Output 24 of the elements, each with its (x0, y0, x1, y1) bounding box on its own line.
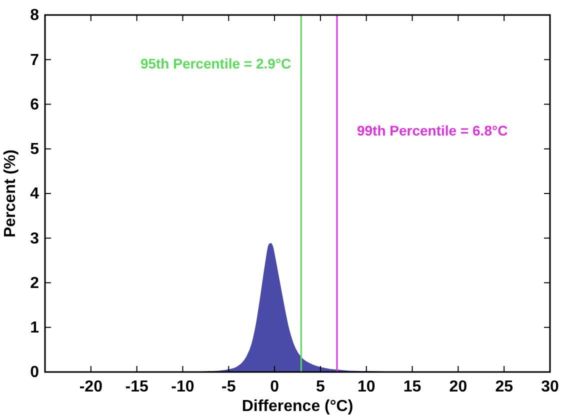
y-tick-label: 5 (30, 140, 40, 158)
y-tick-label: 7 (30, 52, 40, 69)
x-tick-label: -10 (171, 378, 194, 396)
x-tick-label: 10 (357, 378, 376, 396)
x-tick-label: 30 (541, 378, 559, 396)
x-tick-label: 5 (316, 378, 325, 396)
y-tick-label: 4 (30, 186, 40, 203)
ref-line-label: 95th Percentile = 2.9°C (140, 56, 292, 72)
x-tick-label: 20 (449, 378, 468, 396)
x-tick-label: -15 (125, 378, 148, 396)
y-axis-title: Percent (%) (2, 149, 19, 238)
x-tick-label: -20 (79, 378, 103, 396)
y-tick-label: 6 (30, 96, 40, 114)
ref-line-label: 99th Percentile = 6.8°C (356, 122, 508, 138)
y-tick-label: 8 (30, 7, 40, 24)
x-tick-label: 15 (403, 378, 422, 396)
y-tick-label: 3 (30, 230, 40, 248)
x-axis-title: Difference (°C) (242, 398, 354, 415)
x-tick-label: 0 (270, 378, 280, 396)
y-tick-label: 2 (30, 274, 40, 292)
y-tick-label: 0 (30, 364, 40, 382)
x-tick-label: 25 (495, 378, 514, 396)
x-tick-label: -5 (222, 378, 236, 396)
y-tick-label: 1 (30, 319, 40, 336)
